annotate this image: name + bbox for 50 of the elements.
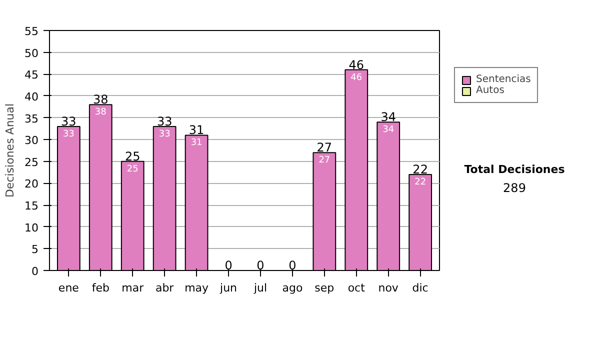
y-tick-label: 25 <box>24 156 39 169</box>
x-tick-label: abr <box>155 282 174 294</box>
y-tick-label: 30 <box>24 134 39 148</box>
total-label: 0 <box>256 258 264 272</box>
total-label: 33 <box>61 114 76 128</box>
total-label: 31 <box>188 123 204 138</box>
data-label: 31 <box>190 138 202 148</box>
legend-label: Autos <box>476 85 504 96</box>
total-label: 46 <box>348 58 364 72</box>
y-tick-label: 15 <box>24 200 39 213</box>
y-axis-title: Decisiones Anual <box>4 103 17 198</box>
x-tick-label: jul <box>252 282 268 294</box>
total-label: 27 <box>316 140 332 155</box>
x-tick-label: oct <box>348 282 366 294</box>
x-tick-label: mar <box>122 282 144 294</box>
y-tick-label: 45 <box>24 68 39 82</box>
data-label: 38 <box>94 108 107 118</box>
total-label: 0 <box>224 258 232 272</box>
data-label: 46 <box>350 72 362 83</box>
y-tick-label: 10 <box>24 221 39 234</box>
y-tick-label: 5 <box>32 243 38 256</box>
data-label: 22 <box>414 178 426 188</box>
legend-label: Sentencias <box>476 74 531 85</box>
x-tick-label: jun <box>219 282 238 294</box>
data-label: 33 <box>158 130 170 140</box>
y-tick-label: 20 <box>24 178 39 191</box>
y-tick-label: 40 <box>24 90 39 104</box>
total-label: 22 <box>412 162 428 176</box>
total-label: 34 <box>380 110 396 124</box>
y-tick-label: 55 <box>24 25 39 38</box>
data-label: 33 <box>62 130 74 140</box>
x-tick-label: ago <box>282 282 303 294</box>
x-tick-label: nov <box>378 282 399 294</box>
x-tick-label: may <box>184 282 210 294</box>
y-tick-label: 50 <box>24 46 39 60</box>
x-tick-label: ene <box>58 282 80 294</box>
x-tick-label: feb <box>92 282 110 294</box>
text: 289 <box>503 180 526 195</box>
total-label: 25 <box>124 149 140 164</box>
data-label: 25 <box>126 164 138 174</box>
total-label: 33 <box>156 114 172 128</box>
x-tick-label: sep <box>314 282 334 294</box>
x-tick-label: dic <box>412 282 428 294</box>
total-label: 0 <box>288 258 296 272</box>
y-tick-label: 0 <box>32 265 38 278</box>
total-label: 38 <box>93 92 108 107</box>
data-label: 27 <box>318 156 330 166</box>
y-tick-label: 35 <box>24 112 39 126</box>
text: Total Decisiones <box>464 163 566 176</box>
data-label: 34 <box>382 125 394 136</box>
